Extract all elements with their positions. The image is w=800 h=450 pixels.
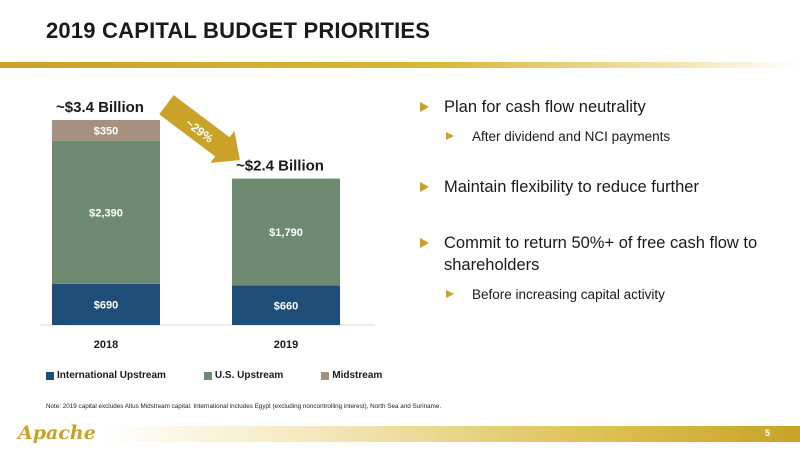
- legend-swatch-international: [46, 371, 54, 380]
- bullet-triangle-icon: [446, 290, 454, 298]
- bar-segment: [52, 283, 160, 325]
- bullet-text: Plan for cash flow neutrality: [444, 98, 646, 116]
- title-divider: [0, 62, 800, 68]
- page-title: 2019 CAPITAL BUDGET PRIORITIES: [46, 18, 431, 43]
- chart-legend: International Upstream U.S. Upstream Mid…: [46, 370, 420, 381]
- bullet-triangle-icon: [420, 238, 429, 248]
- bullet-triangle-icon: [420, 102, 429, 112]
- bar-segment: [52, 120, 160, 141]
- bullet-triangle-icon: [420, 182, 429, 192]
- capital-budget-chart: $690 $2,390 $350 2018 ~$3.4 Billion $660 $1,79…: [40, 95, 375, 351]
- bullet-item: Maintain flexibility to reduce further: [420, 176, 790, 198]
- legend-item-midstream: Midstream: [321, 370, 382, 381]
- bullet-text: Commit to return 50%+ of free cash flow …: [444, 234, 758, 274]
- x-tick-label: 2019: [274, 339, 298, 351]
- sub-bullet-text: Before increasing capital activity: [472, 287, 665, 302]
- bar-segment: [232, 178, 340, 286]
- bar-segment: [232, 285, 340, 325]
- bullet-item: Commit to return 50%+ of free cash flow …: [420, 232, 790, 276]
- footer-bar: [100, 426, 800, 442]
- page-number: 5: [764, 428, 770, 438]
- footnote: Note: 2019 capital excludes Altus Midstr…: [46, 403, 442, 410]
- x-tick-label: 2018: [94, 339, 118, 351]
- bullet-list: Plan for cash flow neutrality After divi…: [420, 96, 790, 304]
- total-label: ~$3.4 Billion: [56, 99, 144, 116]
- data-label: $1,790: [269, 227, 303, 239]
- data-label: $690: [94, 299, 118, 311]
- bullet-triangle-icon: [446, 132, 454, 140]
- legend-label-midstream: Midstream: [332, 370, 383, 381]
- data-label: $350: [94, 125, 118, 137]
- bullet-item: Plan for cash flow neutrality: [420, 96, 790, 118]
- legend-swatch-us: [203, 371, 212, 380]
- arrow-shape: [159, 95, 240, 163]
- sub-bullet-text: After dividend and NCI payments: [472, 129, 671, 144]
- legend-label-international: International Upstream: [57, 370, 166, 381]
- bar-segment: [52, 140, 160, 284]
- total-label: ~$2.4 Billion: [236, 158, 324, 175]
- bullet-text: Maintain flexibility to reduce further: [444, 178, 699, 196]
- legend-swatch-midstream: [321, 371, 330, 380]
- sub-bullet-item: After dividend and NCI payments: [446, 128, 790, 146]
- company-logo: Apache: [18, 422, 96, 444]
- legend-item-international: International Upstream: [46, 370, 166, 381]
- legend-label-us: U.S. Upstream: [214, 370, 284, 381]
- legend-item-us: U.S. Upstream: [203, 370, 284, 381]
- data-label: $2,390: [89, 207, 123, 219]
- sub-bullet-item: Before increasing capital activity: [446, 286, 790, 304]
- data-label: $660: [274, 300, 298, 312]
